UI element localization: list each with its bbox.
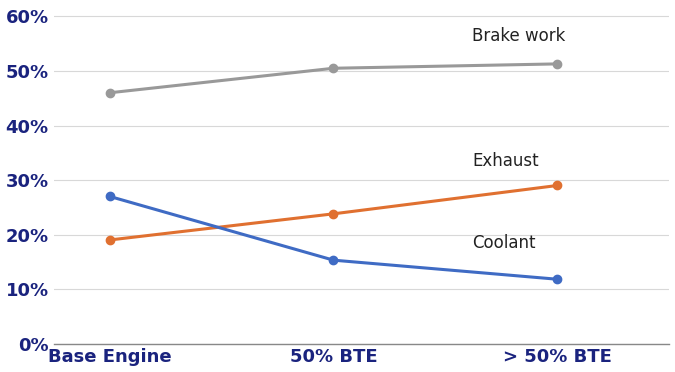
Text: Brake work: Brake work — [472, 26, 566, 45]
Text: Exhaust: Exhaust — [472, 152, 539, 170]
Text: Coolant: Coolant — [472, 234, 536, 252]
